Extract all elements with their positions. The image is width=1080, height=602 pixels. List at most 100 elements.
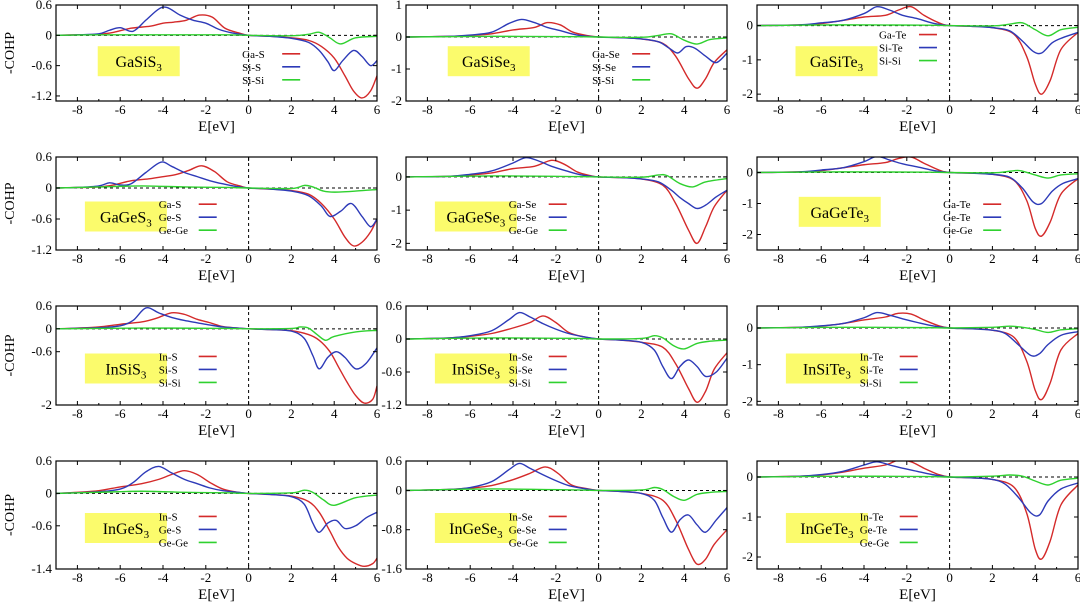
- x-tick-label: 4: [331, 251, 338, 266]
- y-tick-label: -0.6: [31, 58, 52, 73]
- x-tick-label: -8: [72, 570, 83, 585]
- series-line-si-si: [56, 326, 377, 341]
- x-tick-label: -6: [816, 406, 827, 421]
- legend-label: Si-Si: [592, 75, 614, 87]
- y-tick-label: -2: [742, 227, 753, 242]
- cohp-panel-6: -8 -6 -4 -2 0 2 4 60-1-2E[eV]GaGeTe3Ga-TeGe-TeG…: [742, 156, 1080, 284]
- y-tick-label: 0.6: [36, 298, 53, 313]
- compound-label-box: [795, 46, 878, 77]
- legend-label: In-Te: [860, 351, 884, 363]
- compound-label-box: [798, 196, 881, 227]
- legend-label: In-Te: [860, 511, 884, 523]
- y-tick-label: -1.6: [381, 561, 402, 576]
- legend-label: Ge-Ge: [159, 225, 188, 237]
- compound-label: GaSiS3: [116, 54, 163, 74]
- y-tick-label: -2: [742, 393, 753, 408]
- x-tick-label: -2: [550, 570, 561, 585]
- compound-formula: GaGeTe: [810, 205, 863, 222]
- y-tick-label: -1: [742, 196, 753, 211]
- y-tick-label: -1.2: [31, 242, 52, 257]
- x-tick-label: 6: [374, 251, 381, 266]
- x-axis-label: E[eV]: [899, 268, 936, 284]
- compound-subscript: 3: [858, 62, 864, 74]
- compound-formula: GaSiSe: [462, 54, 510, 71]
- x-tick-label: -4: [508, 251, 519, 266]
- x-tick-label: 4: [681, 406, 688, 421]
- x-axis-label: E[eV]: [198, 423, 235, 439]
- x-tick-label: -2: [550, 406, 561, 421]
- legend-label: Si-Si: [879, 56, 901, 68]
- x-tick-label: 2: [989, 102, 996, 117]
- series-line-ge-ge: [757, 169, 1078, 179]
- series-line-si-si: [56, 31, 377, 45]
- x-tick-label: 4: [681, 570, 688, 585]
- x-tick-label: 4: [1032, 406, 1039, 421]
- x-axis-label: E[eV]: [899, 119, 936, 135]
- x-tick-label: 6: [724, 406, 731, 421]
- x-tick-label: 6: [374, 102, 381, 117]
- legend-label: Ge-S: [159, 212, 182, 224]
- plot-frame: [405, 4, 728, 102]
- cohp-panel-2: -8 -6 -4 -2 0 2 4 6 1 0 -1 -2 E[eV] GaSiSe3 Ga-SeSi-Se…: [391, 0, 731, 135]
- plot-frame: [756, 305, 1079, 406]
- x-tick-label: -2: [200, 251, 211, 266]
- series-line-ge-ge: [56, 184, 377, 193]
- compound-label: GaGeS3: [100, 210, 152, 230]
- x-tick-label: -2: [550, 251, 561, 266]
- compound-subscript: 3: [848, 529, 854, 541]
- y-tick-label: 0.6: [36, 453, 53, 468]
- compound-label-box: [84, 353, 167, 384]
- x-tick-label: -8: [422, 251, 433, 266]
- compound-label: GaSiTe3: [810, 54, 864, 74]
- x-tick-label: -8: [422, 570, 433, 585]
- compound-formula: InSiSe: [452, 362, 495, 379]
- legend-label: In-Se: [509, 511, 533, 523]
- y-tick-label: -0.6: [381, 364, 402, 379]
- x-tick-label: -6: [816, 251, 827, 266]
- legend-label: Si-S: [159, 364, 178, 376]
- x-tick-label: 0: [595, 251, 602, 266]
- x-tick-label: 0: [946, 251, 953, 266]
- plot-frame: [405, 460, 728, 570]
- x-tick-label: 4: [1032, 251, 1039, 266]
- x-tick-label: -6: [115, 406, 126, 421]
- y-tick-label: -1: [391, 202, 402, 217]
- y-tick-label: 0.6: [36, 0, 53, 12]
- cohp-panel-12: -8 -6 -4 -2 0 2 4 6 0 -1 -2 E[eV] InGeTe3 In-TeGe-TeG…: [742, 460, 1080, 602]
- compound-label: InGeSe3: [449, 521, 503, 541]
- plot-frame: [55, 305, 378, 406]
- x-tick-label: -4: [508, 102, 519, 117]
- y-tick-label: -1: [391, 61, 402, 76]
- x-tick-label: -6: [465, 251, 476, 266]
- y-tick-label: -1: [742, 357, 753, 372]
- x-tick-label: 2: [638, 570, 645, 585]
- plot-frame: [405, 156, 728, 251]
- legend-label: Si-Te: [879, 43, 903, 55]
- x-tick-label: 6: [1075, 406, 1080, 421]
- x-tick-label: -2: [200, 406, 211, 421]
- legend-label: Si-Si: [159, 377, 181, 389]
- x-tick-label: 0: [946, 102, 953, 117]
- y-tick-label: 0: [747, 469, 754, 484]
- x-tick-label: 0: [946, 570, 953, 585]
- y-tick-label: 0: [396, 169, 403, 184]
- y-tick-label: 0: [396, 331, 403, 346]
- legend-label: Ge-S: [159, 524, 182, 536]
- x-axis-label: E[eV]: [548, 119, 585, 135]
- x-tick-label: -6: [115, 570, 126, 585]
- cohp-panel-3: -8 -6 -4 -2 0 2 4 6 0 -1 -2 E[eV] GaSiTe3 Ga-TeSi-TeS…: [742, 4, 1080, 135]
- x-tick-label: 6: [374, 406, 381, 421]
- y-axis-label: -COHP: [3, 494, 18, 536]
- cohp-panel-10: -8 -6 -4 -2 0 2 4 6 0.6 0 -0.6 -1.4 E[eV] -COHP InGeS3…: [3, 453, 381, 602]
- series-line-ge-s: [56, 161, 377, 228]
- compound-label-box: [785, 353, 868, 384]
- y-tick-label: 0: [747, 18, 754, 33]
- legend-label: Ga-Se: [509, 199, 537, 211]
- compound-label: InGeS3: [103, 521, 150, 541]
- compound-formula: InSiS: [105, 362, 141, 379]
- x-tick-label: 2: [989, 251, 996, 266]
- compound-formula: InSiTe: [803, 362, 845, 379]
- legend-label: Ge-Te: [943, 212, 970, 224]
- x-tick-label: 4: [681, 251, 688, 266]
